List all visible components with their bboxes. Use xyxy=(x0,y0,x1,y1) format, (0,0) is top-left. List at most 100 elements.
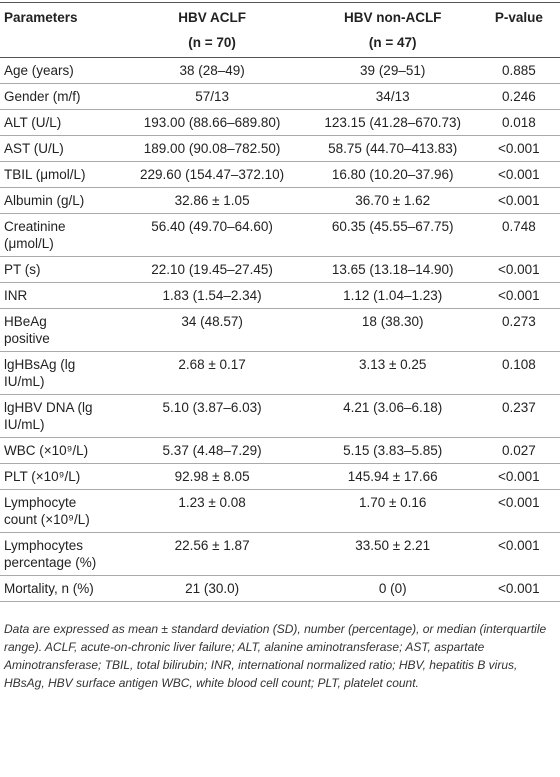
label-line: Lymphocytes xyxy=(4,538,84,553)
label-line: IU/mL) xyxy=(4,374,45,389)
cell: 0 (0) xyxy=(307,575,478,602)
table-row: Lymphocytes percentage (%) 22.56 ± 1.87 33.… xyxy=(0,532,560,576)
row-label: ALT (U/L) xyxy=(0,109,117,136)
cell: 3.13 ± 0.25 xyxy=(307,351,478,395)
table-row: Albumin (g/L) 32.86 ± 1.05 36.70 ± 1.62 <0.… xyxy=(0,187,560,214)
cell: 38 (28–49) xyxy=(116,57,308,84)
header-cell: HBV non-ACLF xyxy=(307,2,478,30)
header-row: Parameters HBV ACLF HBV non-ACLF P-value xyxy=(0,2,560,30)
row-label: HBeAg positive xyxy=(0,308,117,352)
row-label: PT (s) xyxy=(0,256,117,283)
blank xyxy=(0,30,117,58)
row-label: PLT (×10⁹/L) xyxy=(0,463,117,490)
cell: <0.001 xyxy=(477,256,560,283)
table-row: TBIL (μmol/L) 229.60 (154.47–372.10) 16.80… xyxy=(0,161,560,188)
table-row: INR 1.83 (1.54–2.34) 1.12 (1.04–1.23) <0.00… xyxy=(0,282,560,309)
cell: <0.001 xyxy=(477,575,560,602)
cell: 18 (38.30) xyxy=(307,308,478,352)
label-line: Lymphocyte xyxy=(4,495,77,510)
table-row: ALT (U/L) 193.00 (88.66–689.80) 123.15 (41… xyxy=(0,109,560,136)
cell: 145.94 ± 17.66 xyxy=(307,463,478,490)
label-line: percentage (%) xyxy=(4,555,97,570)
label-line: WBC (×10⁹/L) xyxy=(4,443,89,458)
row-label: lgHBsAg (lg IU/mL) xyxy=(0,351,117,395)
label-line: ALT (U/L) xyxy=(4,115,62,130)
header-cell: P-value xyxy=(477,2,560,30)
row-label: Gender (m/f) xyxy=(0,83,117,110)
cell: 0.018 xyxy=(477,109,560,136)
label-line: (μmol/L) xyxy=(4,236,54,251)
row-label: Lymphocytes percentage (%) xyxy=(0,532,117,576)
row-label: Lymphocyte count (×10⁹/L) xyxy=(0,489,117,533)
cell: 56.40 (49.70–64.60) xyxy=(116,213,308,257)
table-row: Age (years) 38 (28–49) 39 (29–51) 0.885 xyxy=(0,57,560,84)
cell: 36.70 ± 1.62 xyxy=(307,187,478,214)
row-label: Age (years) xyxy=(0,57,117,84)
label-line: PT (s) xyxy=(4,262,41,277)
cell: 0.748 xyxy=(477,213,560,257)
cell: 0.885 xyxy=(477,57,560,84)
table-row: PLT (×10⁹/L) 92.98 ± 8.05 145.94 ± 17.66 <0… xyxy=(0,463,560,490)
table-row: Gender (m/f) 57/13 34/13 0.246 xyxy=(0,83,560,110)
cell: <0.001 xyxy=(477,532,560,576)
cell: 1.12 (1.04–1.23) xyxy=(307,282,478,309)
cell: 1.70 ± 0.16 xyxy=(307,489,478,533)
table-row: Lymphocyte count (×10⁹/L) 1.23 ± 0.08 1.70 … xyxy=(0,489,560,533)
cell: 193.00 (88.66–689.80) xyxy=(116,109,308,136)
cell: 39 (29–51) xyxy=(307,57,478,84)
table-row: lgHBsAg (lg IU/mL) 2.68 ± 0.17 3.13 ± 0.25 0… xyxy=(0,351,560,395)
label-line: HBeAg xyxy=(4,314,47,329)
header-cell: HBV ACLF xyxy=(116,2,308,30)
cell: 60.35 (45.55–67.75) xyxy=(307,213,478,257)
cell: <0.001 xyxy=(477,161,560,188)
cell: 189.00 (90.08–782.50) xyxy=(116,135,308,162)
cell: <0.001 xyxy=(477,489,560,533)
label-line: positive xyxy=(4,331,50,346)
label-line: AST (U/L) xyxy=(4,141,64,156)
cell: <0.001 xyxy=(477,463,560,490)
row-label: AST (U/L) xyxy=(0,135,117,162)
subheader-cell: (n = 70) xyxy=(116,30,308,58)
row-label: INR xyxy=(0,282,117,309)
row-label: WBC (×10⁹/L) xyxy=(0,437,117,464)
cell: 5.37 (4.48–7.29) xyxy=(116,437,308,464)
cell: 22.10 (19.45–27.45) xyxy=(116,256,308,283)
cell: 32.86 ± 1.05 xyxy=(116,187,308,214)
label-line: TBIL (μmol/L) xyxy=(4,167,86,182)
label-line: INR xyxy=(4,288,28,303)
row-label: lgHBV DNA (lg IU/mL) xyxy=(0,394,117,438)
cell: 34/13 xyxy=(307,83,478,110)
cell: 1.23 ± 0.08 xyxy=(116,489,308,533)
subheader-cell: (n = 47) xyxy=(307,30,478,58)
label-line: Creatinine xyxy=(4,219,66,234)
table-row: PT (s) 22.10 (19.45–27.45) 13.65 (13.18–14… xyxy=(0,256,560,283)
cell: 58.75 (44.70–413.83) xyxy=(307,135,478,162)
label-line: lgHBsAg (lg xyxy=(4,357,76,372)
cell: 4.21 (3.06–6.18) xyxy=(307,394,478,438)
label-line: Mortality, n (%) xyxy=(4,581,94,596)
footnote: Data are expressed as mean ± standard de… xyxy=(4,622,547,690)
cell: 33.50 ± 2.21 xyxy=(307,532,478,576)
table-body: Age (years) 38 (28–49) 39 (29–51) 0.885 Gend… xyxy=(0,57,560,602)
cell: 229.60 (154.47–372.10) xyxy=(116,161,308,188)
cell: 0.246 xyxy=(477,83,560,110)
cell: 22.56 ± 1.87 xyxy=(116,532,308,576)
cell: <0.001 xyxy=(477,282,560,309)
table-row: Creatinine (μmol/L) 56.40 (49.70–64.60) 60.… xyxy=(0,213,560,257)
cell: 0.027 xyxy=(477,437,560,464)
label-line: Age (years) xyxy=(4,63,74,78)
label-line: lgHBV DNA (lg xyxy=(4,400,93,415)
cell: 5.10 (3.87–6.03) xyxy=(116,394,308,438)
label-line: count (×10⁹/L) xyxy=(4,512,90,527)
table-row: lgHBV DNA (lg IU/mL) 5.10 (3.87–6.03) 4.21 … xyxy=(0,394,560,438)
cell: 0.273 xyxy=(477,308,560,352)
subheader-row: (n = 70) (n = 47) xyxy=(0,30,560,58)
cell: 57/13 xyxy=(116,83,308,110)
cell: 2.68 ± 0.17 xyxy=(116,351,308,395)
label-line: PLT (×10⁹/L) xyxy=(4,469,81,484)
data-table: Parameters HBV ACLF HBV non-ACLF P-value… xyxy=(0,2,560,602)
cell: 5.15 (3.83–5.85) xyxy=(307,437,478,464)
row-label: Creatinine (μmol/L) xyxy=(0,213,117,257)
cell: 16.80 (10.20–37.96) xyxy=(307,161,478,188)
